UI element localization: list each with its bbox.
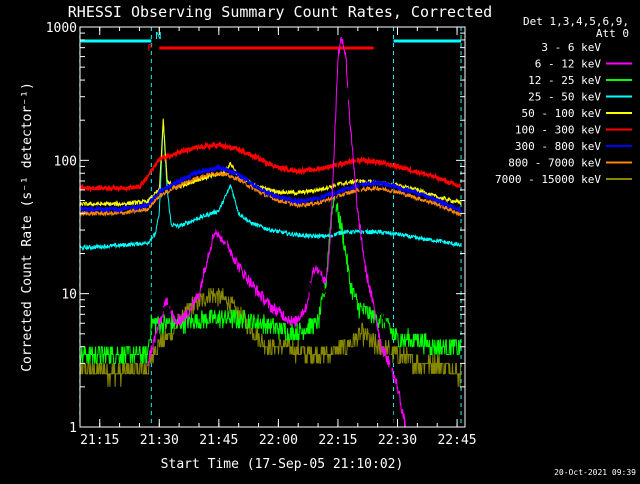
legend-entry-label: 50 - 100 keV — [522, 107, 602, 120]
series-line — [146, 36, 406, 428]
series-line — [79, 118, 462, 208]
legend-entry-label: 7000 - 15000 keV — [495, 173, 601, 186]
legend-entry-label: 12 - 25 keV — [528, 74, 601, 87]
series-line — [79, 119, 462, 251]
legend-entry-label: 3 - 6 keV — [541, 41, 601, 54]
plot-frame — [79, 26, 466, 428]
y-tick-label: 1000 — [46, 21, 77, 36]
status-bar-label: F — [147, 43, 153, 54]
legend-header: Det 1,3,4,5,6,9, — [523, 15, 629, 28]
x-axis: 21:15 21:30 21:45 22:00 22:15 22:30 22:45 — [80, 27, 477, 448]
legend-header: Att 0 — [596, 27, 629, 40]
legend: Det 1,3,4,5,6,9,Att 03 - 6 keV 6 - 12 keV… — [495, 15, 632, 186]
y-tick-label: 10 — [61, 288, 77, 303]
y-tick-label: 1 — [69, 421, 77, 436]
x-tick-label: 22:30 — [378, 433, 417, 448]
y-axis-label: Corrected Count Rate (s⁻¹ detector⁻¹) — [20, 82, 35, 372]
x-tick-label: 22:00 — [259, 433, 298, 448]
x-tick-label: 22:45 — [437, 433, 476, 448]
status-bars: NF — [79, 31, 462, 54]
x-tick-label: 21:45 — [199, 433, 238, 448]
y-axis: 1 10 100 1000 — [46, 21, 465, 436]
series-line — [79, 163, 462, 216]
timestamp: 20-Oct-2021 09:39 — [554, 468, 636, 477]
x-tick-label: 22:15 — [318, 433, 357, 448]
legend-entry-label: 300 - 800 keV — [515, 140, 601, 153]
legend-entry-label: 6 - 12 keV — [535, 58, 602, 71]
legend-entry-label: 800 - 7000 keV — [508, 157, 601, 170]
x-tick-label: 21:15 — [80, 433, 119, 448]
x-axis-label: Start Time (17-Sep-05 21:10:02) — [161, 457, 404, 472]
series-line — [150, 78, 394, 426]
series-line — [79, 171, 462, 218]
chart-title: RHESSI Observing Summary Count Rates, Co… — [68, 3, 492, 21]
legend-entry-label: 25 - 50 keV — [528, 91, 601, 104]
x-tick-label: 21:30 — [140, 433, 179, 448]
legend-entry-label: 100 - 300 keV — [515, 124, 601, 137]
status-bar-label: N — [155, 31, 161, 42]
series-line — [79, 140, 462, 193]
series-line — [79, 192, 462, 364]
series-line — [79, 288, 462, 387]
series-layer — [79, 36, 462, 428]
y-tick-label: 100 — [54, 154, 77, 169]
